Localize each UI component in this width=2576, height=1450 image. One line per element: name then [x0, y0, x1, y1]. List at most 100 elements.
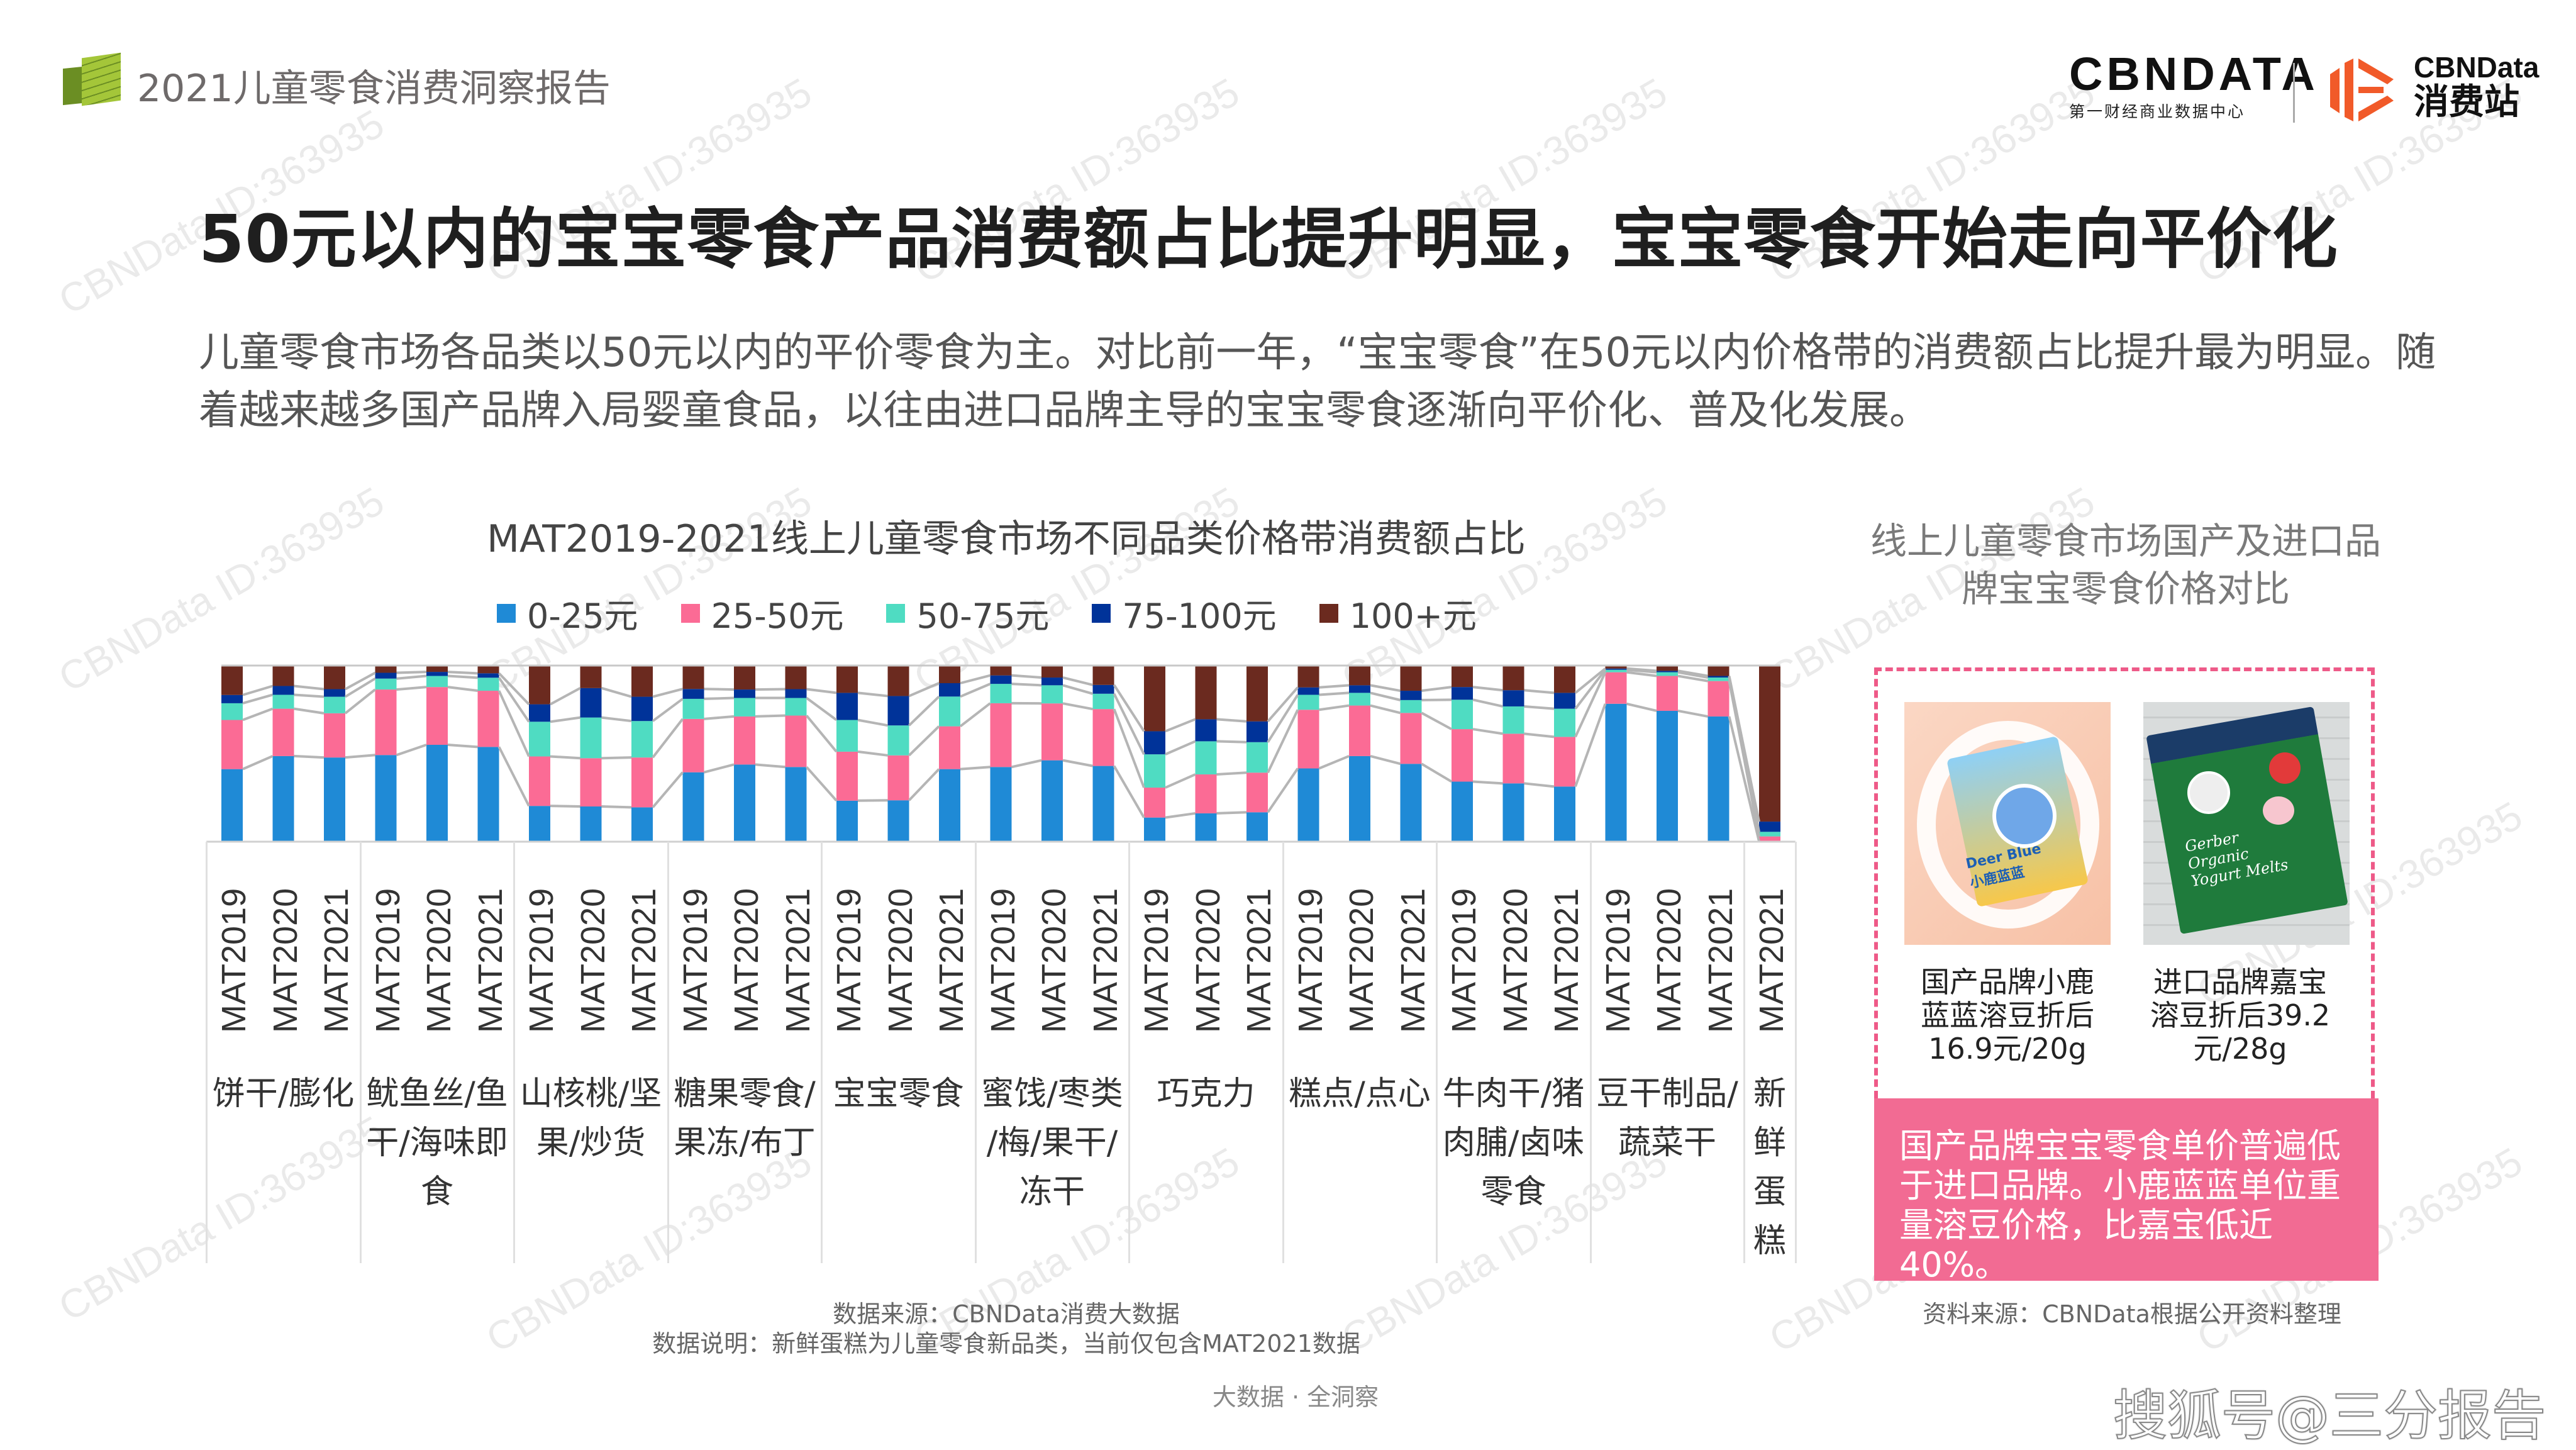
series-connector-line [858, 752, 888, 756]
bar-segment-025 [631, 807, 653, 842]
period-label: MAT2019 [830, 888, 869, 1033]
series-connector-line [602, 806, 632, 807]
bar-segment-75100 [426, 672, 448, 676]
bar-segment-5075 [1298, 694, 1319, 710]
bar-segment-025 [1657, 711, 1678, 842]
bar-segment-100+ [1246, 666, 1268, 722]
bar-segment-5075 [734, 698, 755, 717]
category-label: 糕点/点心 [1283, 1069, 1437, 1118]
bar-segment-100+ [631, 666, 653, 697]
series-connector-line [448, 676, 478, 678]
bar-segment-2550 [1298, 710, 1319, 768]
series-connector-line [1012, 676, 1042, 678]
cbndata-logo: CBNDATA 第一财经商业数据中心 [2069, 49, 2296, 122]
bar-segment-5075 [1349, 693, 1370, 705]
footer-slogan: 大数据 · 全洞察 [1044, 1378, 1547, 1412]
series-connector-line [909, 727, 940, 756]
bar-segment-2550 [1759, 837, 1780, 842]
period-label: MAT2020 [419, 888, 458, 1033]
period-label: MAT2019 [1599, 888, 1638, 1033]
logo-second-subtext: 消费站 [2414, 83, 2539, 122]
bar-segment-5075 [1759, 832, 1780, 836]
series-connector-line [294, 686, 325, 689]
bar-segment-5075 [1246, 742, 1268, 772]
series-connector-line [294, 694, 325, 696]
bar-segment-025 [426, 745, 448, 842]
period-label: MAT2021 [779, 888, 818, 1033]
bar-segment-5075 [1452, 700, 1473, 729]
bar-segment-025 [1196, 813, 1217, 842]
bar-segment-2550 [273, 709, 294, 756]
series-connector-line [1319, 706, 1350, 710]
bar-segment-5075 [888, 725, 909, 756]
category-label: 新 鲜 蛋 糕 [1744, 1069, 1796, 1266]
series-connector-line [1370, 706, 1401, 713]
bar-segment-5075 [683, 699, 704, 719]
bar-segment-75100 [1606, 669, 1627, 670]
series-connector-line [653, 719, 683, 757]
period-label: MAT2021 [1752, 888, 1791, 1033]
bar-segment-2550 [426, 687, 448, 745]
bar-segment-75100 [221, 695, 243, 703]
bar-segment-75100 [1554, 693, 1575, 708]
bar-segment-025 [1246, 812, 1268, 842]
period-label: MAT2021 [471, 888, 510, 1033]
bar-segment-100+ [1401, 666, 1422, 691]
bar-segment-100+ [273, 666, 294, 686]
bar-segment-75100 [1657, 671, 1678, 672]
bar-segment-75100 [1503, 690, 1524, 706]
series-connector-line [243, 709, 273, 720]
series-connector-line [1422, 687, 1452, 691]
bar-segment-5075 [1401, 700, 1422, 713]
category-label: 巧克力 [1129, 1069, 1283, 1118]
series-connector-line [1063, 761, 1093, 766]
bar-segment-5075 [221, 703, 243, 720]
bar-segment-025 [375, 755, 397, 842]
series-connector-line [858, 800, 888, 801]
column-divider [1795, 842, 1797, 1263]
bar-segment-025 [683, 772, 704, 842]
series-connector-line [807, 689, 837, 693]
series-connector-line [1063, 685, 1093, 693]
bar-segment-5075 [1503, 706, 1524, 733]
period-label: MAT2020 [727, 888, 766, 1033]
bar-segment-025 [888, 800, 909, 842]
bar-segment-025 [324, 757, 345, 842]
bar-segment-2550 [888, 756, 909, 800]
product-caption-imported: 进口品牌嘉宝 溶豆折后39.2 元/28g [2121, 966, 2360, 1066]
product-caption-domestic: 国产品牌小鹿 蓝蓝溶豆折后 16.9元/20g [1888, 966, 2127, 1066]
bar-segment-100+ [734, 666, 755, 689]
bar-segment-75100 [324, 689, 345, 697]
series-connector-line [1063, 678, 1093, 685]
watermark-text: CBNData ID:363935 [51, 1107, 392, 1330]
series-connector-line [1319, 693, 1350, 694]
series-connector-line [1678, 711, 1708, 717]
bar-segment-025 [580, 806, 602, 842]
bar-segment-100+ [324, 666, 345, 689]
bar-segment-2550 [1196, 774, 1217, 813]
bar-segment-2550 [1554, 737, 1575, 786]
series-connector-line [1524, 690, 1555, 693]
series-connector-line [1370, 685, 1401, 691]
series-connector-line [1575, 704, 1606, 787]
bar-segment-100+ [1452, 666, 1473, 687]
series-connector-line [1217, 772, 1247, 774]
period-label: MAT2021 [1240, 888, 1279, 1033]
bar-segment-75100 [1452, 687, 1473, 700]
bar-segment-100+ [529, 666, 550, 705]
bar-segment-75100 [939, 683, 960, 696]
period-label: MAT2019 [369, 888, 408, 1033]
product-image-deer-blue: Deer Blue 小鹿蓝蓝 [1904, 702, 2111, 945]
series-connector-line [1165, 774, 1196, 788]
series-connector-line [1729, 676, 1760, 822]
bar-segment-100+ [1196, 666, 1217, 719]
bar-segment-2550 [1401, 713, 1422, 764]
series-connector-line [1165, 719, 1196, 731]
series-connector-line [448, 687, 478, 691]
product-image-gerber: Gerber Organic Yogurt Melts [2143, 702, 2350, 945]
bar-segment-75100 [1298, 688, 1319, 695]
bar-segment-100+ [1554, 666, 1575, 693]
period-label: MAT2019 [522, 888, 561, 1033]
column-divider [513, 842, 515, 1263]
period-label: MAT2020 [574, 888, 613, 1033]
